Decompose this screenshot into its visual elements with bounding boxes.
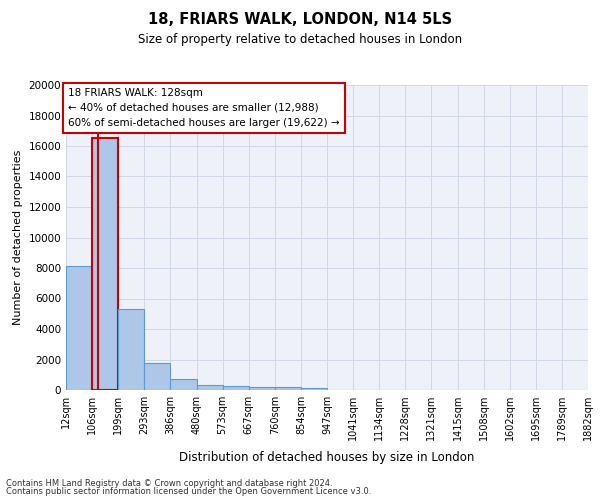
Bar bbox=[92, 138, 118, 390]
Bar bbox=[66, 266, 92, 390]
X-axis label: Distribution of detached houses by size in London: Distribution of detached houses by size … bbox=[179, 452, 475, 464]
Bar bbox=[118, 309, 145, 390]
Bar bbox=[275, 388, 301, 390]
Bar bbox=[301, 388, 327, 390]
Text: 18, FRIARS WALK, LONDON, N14 5LS: 18, FRIARS WALK, LONDON, N14 5LS bbox=[148, 12, 452, 28]
Text: Contains HM Land Registry data © Crown copyright and database right 2024.: Contains HM Land Registry data © Crown c… bbox=[6, 478, 332, 488]
Bar bbox=[197, 385, 223, 390]
Text: 18 FRIARS WALK: 128sqm
← 40% of detached houses are smaller (12,988)
60% of semi: 18 FRIARS WALK: 128sqm ← 40% of detached… bbox=[68, 88, 340, 128]
Text: Size of property relative to detached houses in London: Size of property relative to detached ho… bbox=[138, 32, 462, 46]
Bar bbox=[145, 364, 170, 390]
Bar bbox=[249, 387, 275, 390]
Bar bbox=[223, 386, 249, 390]
Y-axis label: Number of detached properties: Number of detached properties bbox=[13, 150, 23, 325]
Text: Contains public sector information licensed under the Open Government Licence v3: Contains public sector information licen… bbox=[6, 487, 371, 496]
Bar bbox=[170, 380, 197, 390]
